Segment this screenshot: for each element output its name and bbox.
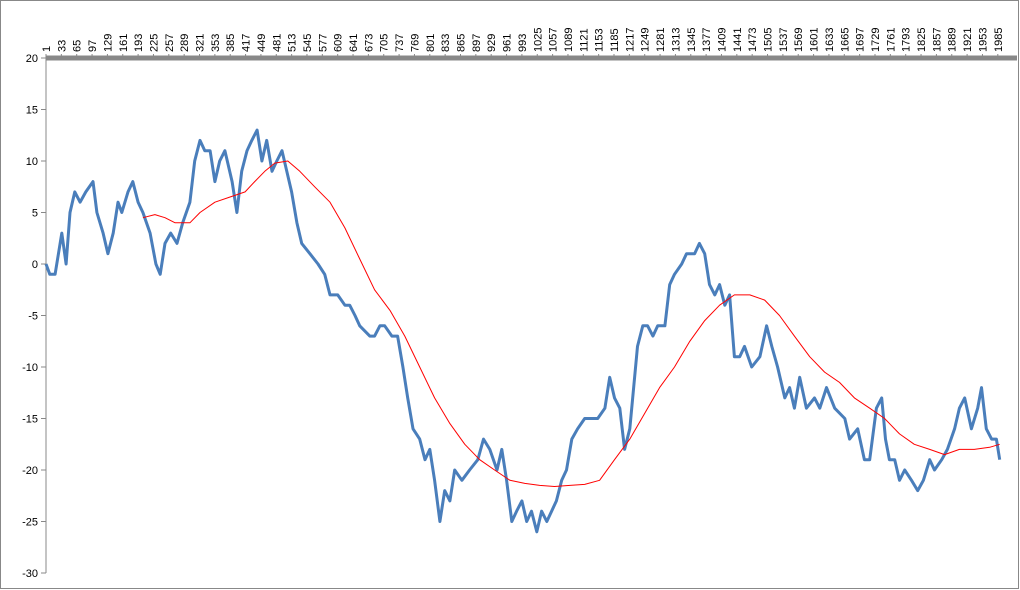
x-tick-label: 609 bbox=[333, 34, 345, 52]
x-tick-label: 1025 bbox=[532, 28, 544, 52]
x-tick-label: 929 bbox=[486, 34, 498, 52]
y-tick-label: 10 bbox=[26, 156, 38, 168]
x-tick-label: 225 bbox=[148, 34, 160, 52]
x-tick-label: 1825 bbox=[916, 28, 928, 52]
x-tick-label: 993 bbox=[517, 34, 529, 52]
x-tick-label: 705 bbox=[379, 34, 391, 52]
y-tick-label: 15 bbox=[26, 105, 38, 117]
x-tick-label: 449 bbox=[256, 34, 268, 52]
x-tick-label: 1345 bbox=[686, 28, 698, 52]
x-tick-label: 257 bbox=[164, 34, 176, 52]
x-tick-label: 1601 bbox=[809, 28, 821, 52]
x-tick-label: 545 bbox=[302, 34, 314, 52]
x-tick-label: 1889 bbox=[947, 28, 959, 52]
x-tick-label: 801 bbox=[425, 34, 437, 52]
x-tick-label: 481 bbox=[271, 34, 283, 52]
x-tick-label: 1281 bbox=[655, 28, 667, 52]
x-tick-label: 673 bbox=[363, 34, 375, 52]
x-tick-label: 33 bbox=[56, 40, 68, 52]
x-tick-label: 1729 bbox=[870, 28, 882, 52]
series-line bbox=[142, 160, 1000, 487]
x-tick-label: 1697 bbox=[855, 28, 867, 52]
x-tick-label: 1313 bbox=[670, 28, 682, 52]
x-tick-label: 1121 bbox=[578, 28, 590, 52]
x-tick-label: 353 bbox=[210, 34, 222, 52]
x-tick-label: 1089 bbox=[563, 28, 575, 52]
x-tick-label: 1473 bbox=[747, 28, 759, 52]
series-line bbox=[44, 128, 1002, 534]
x-tick-label: 385 bbox=[225, 34, 237, 52]
x-tick-label: 1217 bbox=[624, 28, 636, 52]
x-tick-label: 833 bbox=[440, 34, 452, 52]
x-tick-label: 129 bbox=[102, 34, 114, 52]
y-tick-label: -15 bbox=[22, 414, 38, 426]
x-tick-label: 65 bbox=[72, 40, 84, 52]
x-tick-label: 1537 bbox=[778, 28, 790, 52]
x-tick-label: 961 bbox=[502, 34, 514, 52]
x-tick-label: 1761 bbox=[885, 28, 897, 52]
x-tick-label: 865 bbox=[455, 34, 467, 52]
x-tick-label: 1441 bbox=[732, 28, 744, 52]
x-tick-label: 1953 bbox=[977, 28, 989, 52]
x-tick-label: 1185 bbox=[609, 28, 621, 52]
x-tick-label: 1153 bbox=[594, 28, 606, 52]
x-tick-label: 769 bbox=[409, 34, 421, 52]
y-tick-label: 0 bbox=[32, 259, 38, 271]
x-tick-label: 641 bbox=[348, 34, 360, 52]
x-tick-label: 1633 bbox=[824, 28, 836, 52]
x-tick-label: 417 bbox=[241, 34, 253, 52]
y-tick-label: 20 bbox=[26, 53, 38, 65]
y-tick-label: -30 bbox=[22, 568, 38, 580]
x-tick-label: 1057 bbox=[548, 28, 560, 52]
x-tick-label: 1793 bbox=[901, 28, 913, 52]
x-tick-label: 1665 bbox=[839, 28, 851, 52]
y-tick-label: 5 bbox=[32, 208, 38, 220]
x-tick-label: 737 bbox=[394, 34, 406, 52]
x-tick-label: 193 bbox=[133, 34, 145, 52]
y-tick-label: -25 bbox=[22, 517, 38, 529]
y-tick-label: -10 bbox=[22, 362, 38, 374]
x-tick-label: 1569 bbox=[793, 28, 805, 52]
x-tick-label: 1921 bbox=[962, 28, 974, 52]
x-tick-label: 1985 bbox=[993, 28, 1005, 52]
y-tick-label: -5 bbox=[28, 311, 38, 323]
x-tick-label: 897 bbox=[471, 34, 483, 52]
x-tick-label: 289 bbox=[179, 34, 191, 52]
x-tick-label: 321 bbox=[195, 34, 207, 52]
y-tick-label: -20 bbox=[22, 465, 38, 477]
x-tick-label: 577 bbox=[317, 34, 329, 52]
x-tick-label: 1857 bbox=[931, 28, 943, 52]
x-tick-label: 97 bbox=[87, 40, 99, 52]
x-tick-label: 1249 bbox=[640, 28, 652, 52]
x-tick-label: 1 bbox=[41, 46, 53, 52]
x-tick-label: 1409 bbox=[716, 28, 728, 52]
x-tick-label: 1505 bbox=[763, 28, 775, 52]
x-tick-label: 161 bbox=[118, 34, 130, 52]
x-tick-label: 1377 bbox=[701, 28, 713, 52]
x-tick-label: 513 bbox=[287, 34, 299, 52]
